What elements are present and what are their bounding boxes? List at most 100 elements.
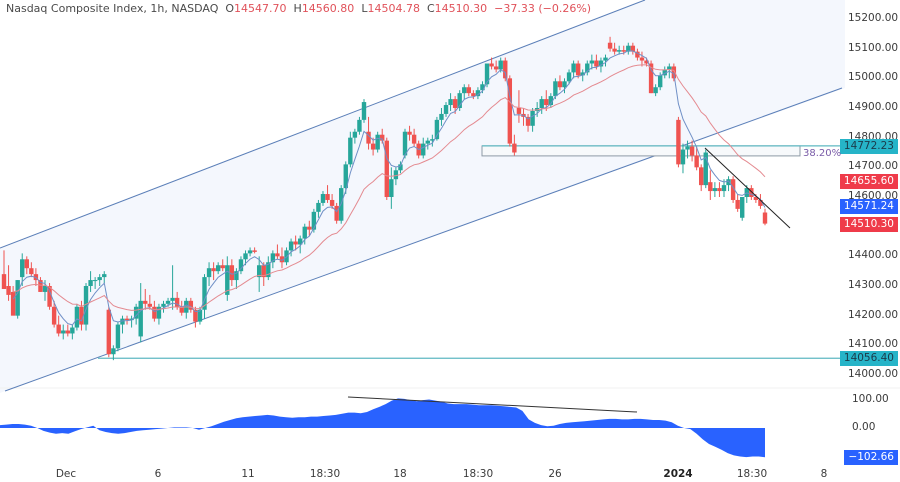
candle-body (275, 253, 280, 257)
time-tick-label: 8 (820, 468, 828, 480)
low-label: L (361, 2, 368, 15)
candle-body (197, 309, 203, 322)
close-label: C (426, 2, 435, 15)
price-tick-label: 15000.00 (848, 71, 899, 84)
candle-body (708, 182, 713, 192)
candle-body (211, 268, 216, 272)
candle-body (352, 131, 358, 138)
change-value: −37.33 (−0.26%) (494, 2, 592, 15)
fast-moving-average-line (12, 50, 766, 326)
candle-body (411, 134, 417, 144)
close-value: 14510.30 (434, 2, 488, 15)
candle-body (124, 318, 130, 321)
candle-body (580, 72, 585, 76)
candle-body (92, 280, 98, 282)
channel-fill (0, 0, 845, 393)
oscillator-area (0, 398, 765, 458)
open-value: 14547.70 (234, 2, 287, 15)
candle-body (439, 113, 444, 120)
candle-body (161, 303, 166, 307)
candle-body (252, 250, 257, 252)
candle-body (370, 143, 376, 150)
candle-body (616, 50, 622, 52)
candle-body (507, 78, 513, 144)
candle-body (475, 90, 481, 97)
candle-body (165, 300, 171, 304)
candle-body (402, 131, 408, 156)
price-tick-label: 14700.00 (848, 160, 899, 173)
candle-body (662, 69, 667, 76)
price-tag: 14510.30 (839, 216, 898, 232)
candle-body (644, 60, 649, 64)
candle-body (225, 265, 230, 295)
candle-body (562, 81, 567, 88)
candle-body (120, 318, 125, 325)
time-tick-label: 26 (548, 468, 562, 480)
candle-body (699, 167, 704, 186)
candle-body (626, 45, 631, 52)
fib-level-label: 38.20% (803, 148, 842, 159)
candle-body (334, 205, 339, 221)
candle-body (143, 300, 148, 304)
candle-body (598, 60, 604, 67)
candle-body (484, 63, 490, 85)
price-tick-label: 15200.00 (848, 12, 899, 24)
candle-body (753, 197, 759, 200)
price-tag: 14655.60 (839, 173, 898, 189)
candle-body (51, 306, 57, 325)
candle-body (671, 66, 677, 79)
candle-body (762, 212, 768, 224)
price-tick-label: 14000.00 (848, 368, 899, 380)
candle-body (466, 87, 472, 94)
indicator-tick-label: 0.00 (852, 421, 876, 433)
candle-body (557, 81, 563, 88)
candle-body (193, 309, 198, 322)
time-tick-label: 11 (241, 468, 255, 480)
candle-body (174, 297, 180, 307)
candle-body (571, 63, 576, 73)
candle-body (407, 131, 412, 135)
slow-moving-average-line (12, 64, 766, 311)
candle-body (97, 277, 102, 281)
candle-body (607, 42, 613, 49)
candle-body (106, 309, 112, 355)
candle-body (270, 253, 276, 263)
candle-body (512, 143, 517, 153)
candle-body (20, 259, 25, 278)
candle-body (311, 211, 317, 230)
candle-body (480, 84, 485, 91)
candle-body (79, 306, 84, 325)
candle-body (238, 259, 244, 272)
candle-body (443, 105, 449, 114)
candle-body (47, 286, 52, 307)
candle-body (74, 306, 80, 328)
candle-body (717, 188, 722, 192)
candle-body (320, 194, 326, 203)
candle-body (712, 188, 718, 192)
candle-body (503, 60, 508, 79)
candle-body (448, 99, 453, 106)
price-tick-label: 15100.00 (848, 41, 899, 54)
price-tick-label: 14900.00 (848, 101, 899, 113)
candle-body (384, 140, 389, 198)
candle-body (389, 179, 394, 198)
candle-body (202, 277, 207, 310)
candle-body (735, 199, 740, 209)
candle-body (179, 306, 184, 313)
time-tick-label: 18:30 (736, 468, 768, 480)
candle-body (758, 199, 763, 206)
candle-body (589, 60, 595, 64)
candle-body (88, 280, 93, 287)
candle-body (639, 57, 645, 61)
candle-body (721, 185, 727, 192)
candle-body (115, 324, 121, 349)
candle-body (266, 262, 271, 278)
candle-body (152, 306, 157, 319)
candle-body (15, 280, 20, 316)
candle-body (585, 63, 590, 73)
candle-body (635, 51, 640, 58)
candle-body (307, 226, 312, 230)
candle-body (530, 110, 535, 126)
candle-body (56, 324, 61, 334)
